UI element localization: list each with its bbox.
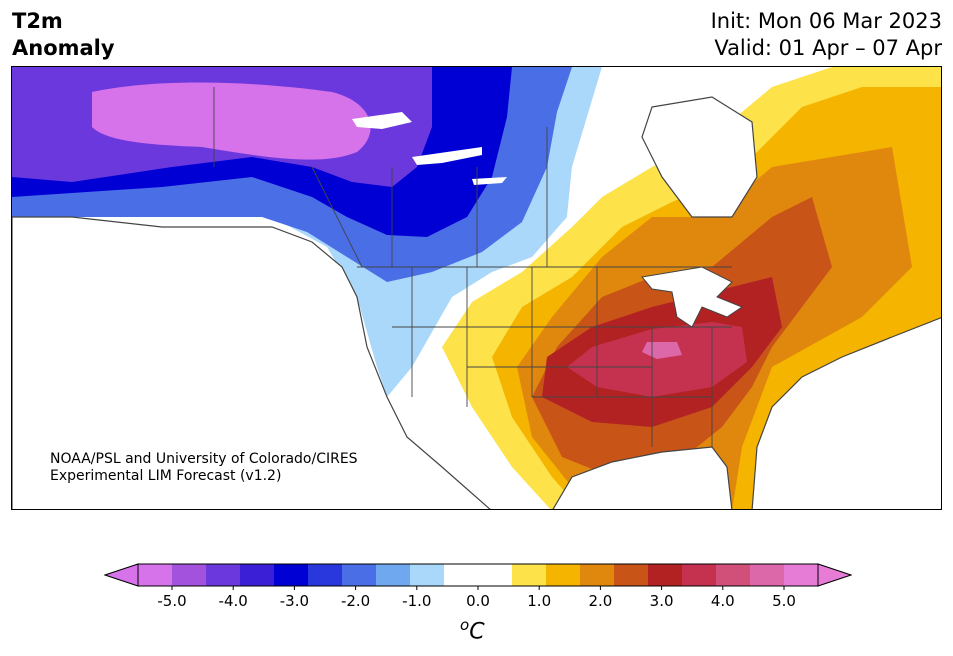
colorbar-tick-label: -2.0: [341, 592, 370, 610]
credit-line-1: NOAA/PSL and University of Colorado/CIRE…: [50, 451, 358, 467]
credit-line-2: Experimental LIM Forecast (v1.2): [50, 468, 282, 484]
gulf-of-mexico: [552, 446, 733, 509]
credit-text: NOAA/PSL and University of Colorado/CIRE…: [50, 451, 358, 485]
colorbar-bin: [308, 564, 343, 586]
colorbar-tick-label: 5.0: [772, 592, 796, 610]
valid-range: Valid: 01 Apr – 07 Apr: [714, 36, 942, 60]
colorbar-bin: [240, 564, 275, 586]
colorbar-tick-label: 3.0: [650, 592, 674, 610]
cold-max-region: [92, 82, 371, 160]
colorbar-bin: [614, 564, 649, 586]
colorbar-tick-label: -5.0: [157, 592, 186, 610]
colorbar-scale: -5.0 -4.0 -3.0 -2.0 -1.0 0.0 1.0 2.0 3.0 4.0 5.0: [103, 563, 853, 610]
great-lakes: [641, 266, 744, 328]
colorbar-bin: [512, 564, 547, 586]
atlantic-ocean: [751, 317, 941, 509]
hot-region: [567, 322, 747, 397]
colorbar-bin: [478, 564, 513, 586]
colorbar: -5.0 -4.0 -3.0 -2.0 -1.0 0.0 1.0 2.0 3.0 4.0 5.0: [103, 563, 853, 619]
variable-label: T2m: [12, 9, 63, 33]
great-bear-lake: [352, 112, 412, 129]
colorbar-bin: [138, 564, 173, 586]
colorbar-tick-label: 2.0: [588, 592, 612, 610]
colorbar-tick-label: 0.0: [466, 592, 490, 610]
colorbar-extend-low: [103, 563, 139, 587]
colorbar-extend-high: [817, 563, 853, 587]
colorbar-bin: [546, 564, 581, 586]
colorbar-bin: [206, 564, 241, 586]
great-slave-lake: [412, 147, 482, 165]
colorbar-unit: oC: [460, 616, 485, 644]
forecast-dates: Init: Mon 06 Mar 2023 Valid: 01 Apr – 07…: [711, 8, 942, 62]
colorbar-bin: [716, 564, 751, 586]
pacific-ocean: [12, 216, 491, 509]
unit-degree-symbol: o: [460, 616, 470, 634]
map-title: T2m Anomaly: [12, 8, 115, 62]
colorbar-bin: [444, 564, 479, 586]
colorbar-bin: [784, 564, 819, 586]
colorbar-tick-label: -4.0: [219, 592, 248, 610]
colorbar-bin: [648, 564, 683, 586]
field-label: Anomaly: [12, 36, 115, 60]
colorbar-bin: [342, 564, 377, 586]
anomaly-map: NOAA/PSL and University of Colorado/CIRE…: [11, 66, 942, 510]
colorbar-bin: [580, 564, 615, 586]
colorbar-bin: [274, 564, 309, 586]
hudson-bay: [641, 96, 758, 218]
colorbar-bin: [750, 564, 785, 586]
colorbar-bin: [172, 564, 207, 586]
colorbar-tick-label: -3.0: [280, 592, 309, 610]
colorbar-bin: [376, 564, 411, 586]
colorbar-bin: [682, 564, 717, 586]
colorbar-bin: [410, 564, 445, 586]
state-province-borders: [213, 87, 732, 447]
map-canvas: [12, 67, 941, 509]
colorbar-tick-label: 4.0: [711, 592, 735, 610]
colorbar-tick-label: 1.0: [527, 592, 551, 610]
unit-letter: C: [469, 619, 485, 645]
lake-athabasca: [472, 177, 507, 185]
init-date: Init: Mon 06 Mar 2023: [710, 9, 942, 33]
colorbar-tick-label: -1.0: [402, 592, 431, 610]
